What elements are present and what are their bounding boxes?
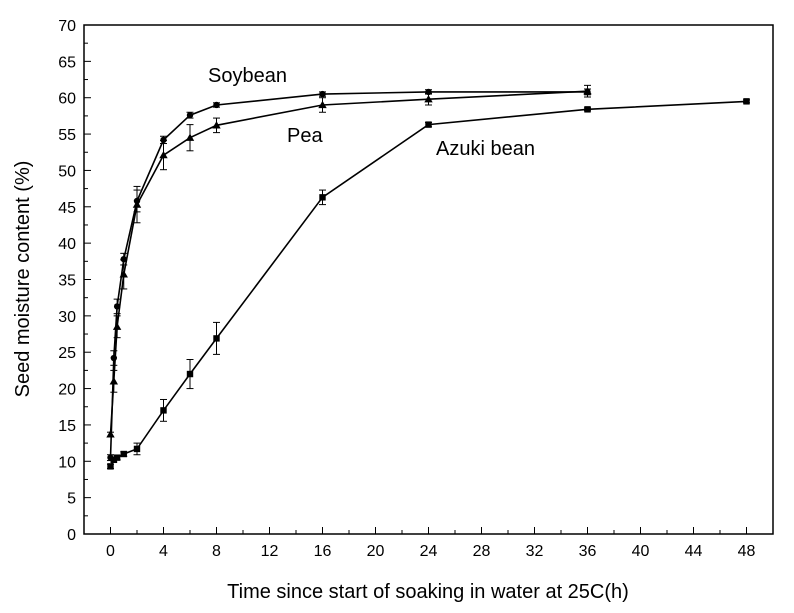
y-tick-label: 5	[67, 491, 76, 508]
x-tick-label: 32	[526, 543, 544, 560]
data-point	[109, 377, 119, 385]
data-point	[120, 450, 127, 458]
x-tick-label: 44	[685, 543, 703, 560]
x-tick-label: 20	[367, 543, 385, 560]
data-point	[425, 121, 432, 128]
data-point	[112, 322, 122, 330]
series-label-pea: Pea	[287, 125, 323, 147]
data-point	[119, 270, 128, 278]
data-point	[160, 407, 167, 414]
data-point	[212, 121, 221, 129]
y-tick-label: 10	[58, 454, 76, 471]
x-tick-label: 0	[106, 543, 115, 560]
data-point	[132, 200, 142, 208]
data-point	[120, 255, 127, 263]
x-tick-label: 40	[632, 543, 650, 560]
data-point	[186, 370, 194, 378]
x-tick-label: 12	[261, 543, 279, 560]
data-point	[424, 94, 433, 103]
x-axis-ticks: 0 4 8 12 16 20 24 28 32 36 40 44 48	[83, 527, 774, 560]
x-tick-label: 24	[420, 543, 438, 560]
y-tick-label: 30	[58, 309, 76, 326]
data-point	[318, 100, 327, 109]
data-point	[106, 430, 115, 438]
data-point	[159, 150, 168, 159]
y-axis-ticks: 0 5 10 15 20 25 30 35 40 45 50 55 60 65 70	[58, 18, 91, 544]
y-tick-label: 70	[58, 18, 76, 35]
data-point	[583, 86, 592, 95]
y-tick-label: 45	[58, 200, 76, 217]
y-tick-label: 55	[58, 127, 76, 144]
series-layer	[106, 84, 750, 470]
data-point	[584, 106, 591, 113]
y-tick-label: 0	[67, 527, 76, 544]
y-tick-label: 50	[58, 163, 76, 180]
x-tick-label: 4	[159, 543, 168, 560]
data-point	[186, 111, 194, 119]
series-line-azuki-bean	[109, 100, 747, 467]
x-axis-title: Time since start of soaking in water at …	[227, 581, 629, 603]
x-tick-label: 16	[314, 543, 332, 560]
x-tick-label: 28	[473, 543, 491, 560]
data-point	[213, 101, 220, 109]
y-tick-label: 65	[58, 54, 76, 71]
x-tick-label: 36	[579, 543, 597, 560]
series-azuki-bean	[107, 98, 750, 470]
series-soybean	[107, 88, 591, 462]
data-point	[743, 98, 750, 105]
data-point	[160, 136, 167, 144]
data-point	[113, 454, 121, 461]
x-tick-label: 48	[738, 543, 756, 560]
series-pea	[106, 84, 592, 438]
y-tick-label: 35	[58, 273, 76, 290]
y-axis-title: Seed moisture content (%)	[12, 161, 34, 398]
series-label-azuki-bean: Azuki bean	[436, 138, 535, 160]
series-label-soybean: Soybean	[208, 65, 287, 87]
x-tick-label: 8	[212, 543, 221, 560]
y-tick-label: 60	[58, 91, 76, 108]
data-point	[213, 335, 220, 342]
data-point	[319, 90, 326, 98]
data-point	[133, 445, 141, 453]
y-tick-label: 15	[58, 418, 76, 435]
y-tick-label: 25	[58, 345, 76, 362]
y-tick-label: 20	[58, 382, 76, 399]
data-point	[319, 194, 326, 201]
y-tick-label: 40	[58, 236, 76, 253]
data-point	[185, 133, 195, 141]
data-point	[107, 463, 114, 470]
